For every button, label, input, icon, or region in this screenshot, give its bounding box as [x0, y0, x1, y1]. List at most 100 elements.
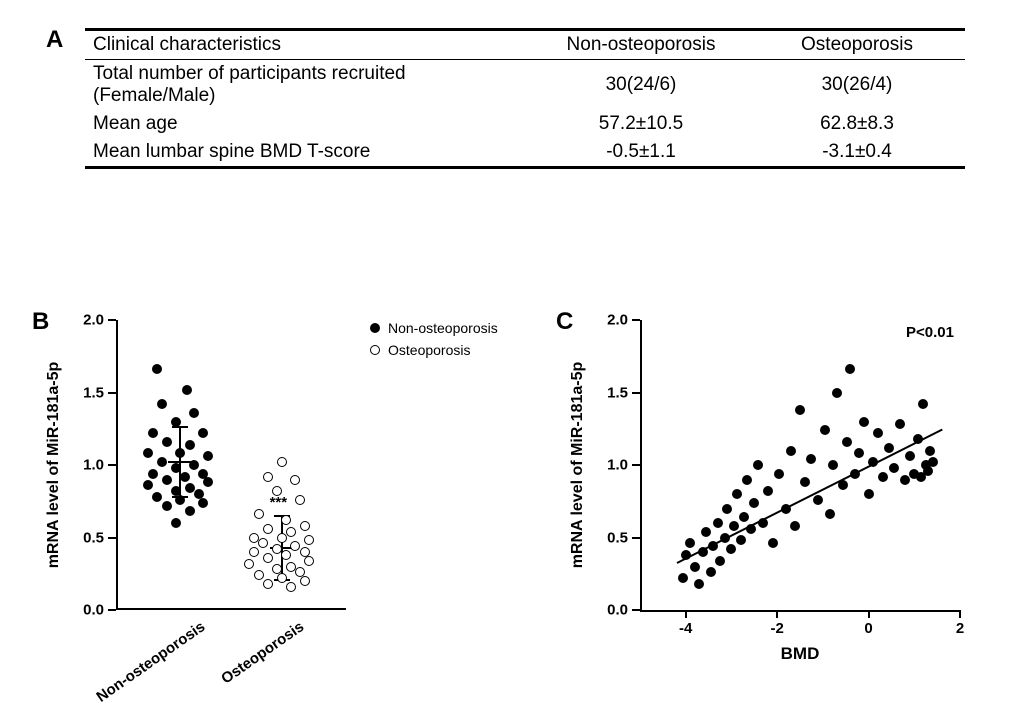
data-point [753, 460, 763, 470]
data-point [185, 440, 195, 450]
data-point [171, 518, 181, 528]
data-point [157, 399, 167, 409]
data-point [143, 448, 153, 458]
data-point [690, 562, 700, 572]
data-point [300, 576, 310, 586]
data-point [290, 475, 300, 485]
data-point [905, 451, 915, 461]
table-row: 30(24/6) [533, 60, 749, 111]
data-point [928, 457, 938, 467]
data-point [813, 495, 823, 505]
data-point [148, 469, 158, 479]
data-point [795, 405, 805, 415]
data-point [786, 446, 796, 456]
data-point [732, 489, 742, 499]
data-point [263, 579, 273, 589]
data-point [189, 408, 199, 418]
data-point [263, 472, 273, 482]
data-point [854, 448, 864, 458]
table-col-nonop: Non-osteoporosis [533, 30, 749, 60]
legend-label: Osteoporosis [388, 342, 470, 358]
data-point [263, 553, 273, 563]
data-point [884, 443, 894, 453]
data-point [185, 506, 195, 516]
data-point [774, 469, 784, 479]
data-point [254, 570, 264, 580]
data-point [198, 498, 208, 508]
data-point [198, 428, 208, 438]
data-point [736, 535, 746, 545]
data-point [258, 538, 268, 548]
data-point [171, 417, 181, 427]
legend-label: Non-osteoporosis [388, 320, 498, 336]
data-point [277, 573, 287, 583]
data-point [842, 437, 852, 447]
data-point [152, 364, 162, 374]
data-point [706, 567, 716, 577]
p-value-annotation: P<0.01 [906, 324, 954, 341]
data-point [295, 495, 305, 505]
y-axis-label: mRNA level of MiR-181a-5p [569, 362, 587, 569]
clinical-characteristics-table: Clinical characteristics Non-osteoporosi… [85, 28, 965, 169]
data-point [277, 457, 287, 467]
data-point [859, 417, 869, 427]
legend-marker-filled [370, 323, 380, 333]
data-point [739, 512, 749, 522]
data-point [828, 460, 838, 470]
data-point [678, 573, 688, 583]
data-point [845, 364, 855, 374]
data-point [162, 437, 172, 447]
data-point [148, 428, 158, 438]
data-point [254, 509, 264, 519]
data-point [722, 504, 732, 514]
data-point [203, 451, 213, 461]
data-point [878, 472, 888, 482]
x-axis-label: BMD [781, 610, 820, 664]
data-point [281, 550, 291, 560]
data-point [918, 399, 928, 409]
data-point [162, 501, 172, 511]
data-point [729, 521, 739, 531]
data-point [790, 521, 800, 531]
data-point [281, 515, 291, 525]
data-point [820, 425, 830, 435]
data-point [825, 509, 835, 519]
data-point [685, 538, 695, 548]
significance-marker: *** [270, 494, 288, 511]
data-point [175, 495, 185, 505]
panel-b-plot: 0.0 0.5 1.0 1.5 2.0mRNA level of MiR-181… [116, 320, 346, 610]
data-point [873, 428, 883, 438]
figure-root: A Clinical characteristics Non-osteoporo… [0, 0, 1020, 713]
panel-label-b: B [32, 308, 49, 336]
data-point [864, 489, 874, 499]
panel-label-c: C [556, 308, 573, 336]
regression-line [676, 429, 942, 564]
data-point [189, 460, 199, 470]
data-point [180, 472, 190, 482]
table-row: 57.2±10.5 [533, 110, 749, 138]
data-point [900, 475, 910, 485]
data-point [715, 556, 725, 566]
table-col-op: Osteoporosis [749, 30, 965, 60]
data-point [768, 538, 778, 548]
data-point [923, 466, 933, 476]
y-axis-label: mRNA level of MiR-181a-5p [45, 362, 63, 569]
data-point [749, 498, 759, 508]
table-row: Total number of participants recruited (… [85, 60, 533, 111]
data-point [300, 521, 310, 531]
table-row: -0.5±1.1 [533, 138, 749, 168]
data-point [895, 419, 905, 429]
data-point [171, 463, 181, 473]
data-point [203, 477, 213, 487]
data-point [800, 477, 810, 487]
data-point [763, 486, 773, 496]
data-point [182, 385, 192, 395]
data-point [263, 524, 273, 534]
data-point [889, 463, 899, 473]
table-row: -3.1±0.4 [749, 138, 965, 168]
data-point [304, 535, 314, 545]
data-point [244, 559, 254, 569]
table-row: Mean lumbar spine BMD T-score [85, 138, 533, 168]
data-point [175, 448, 185, 458]
panel-b-legend: Non-osteoporosis Osteoporosis [370, 320, 498, 364]
